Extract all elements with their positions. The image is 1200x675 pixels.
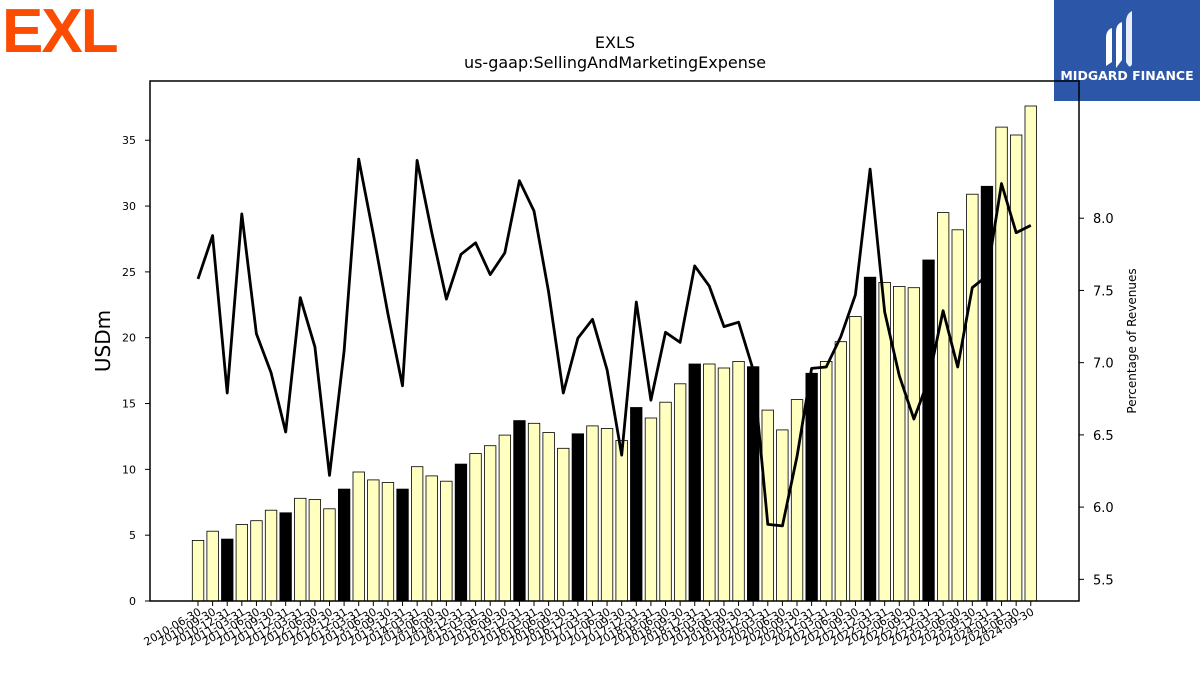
bar [440,480,453,602]
bar [308,499,322,602]
bar [922,259,935,602]
y-axis-label: USDm [91,310,115,372]
plot-area: 051015202530355.56.06.57.07.58.02010-06-… [122,105,1114,649]
bar [557,447,570,602]
bar [352,471,365,602]
bar [893,285,906,602]
bar [469,453,482,602]
midgard-logo-text: MIDGARD FINANCE [1060,68,1193,83]
plot-frame [149,80,1080,602]
bar [937,212,950,602]
bar [527,422,541,602]
bar [674,383,687,602]
bar [542,432,555,602]
y-tick-label: 35 [122,134,136,147]
chart-title: EXLS [595,33,635,52]
y2-tick-label: 6.0 [1093,501,1114,516]
bar [294,497,307,602]
bar [206,530,219,602]
bar [776,429,789,602]
y2-tick-label: 6.5 [1093,429,1114,444]
y2-tick-label: 7.0 [1093,357,1114,372]
bar [849,316,862,602]
bar [323,508,336,602]
bar [1024,105,1037,602]
bar [951,229,964,602]
y-tick-label: 15 [122,398,136,411]
y-tick-label: 25 [122,266,136,279]
y2-tick-label: 7.5 [1093,284,1114,299]
bar [191,540,205,602]
bar [703,363,716,602]
series-line [196,157,1032,528]
bar [688,363,701,602]
bar [571,433,584,602]
bar [1010,134,1023,602]
exl-logo: EXL [2,0,119,60]
bar [615,439,628,602]
midgard-mark-icon [1106,11,1132,68]
bar [454,463,468,602]
y2-tick-label: 5.5 [1093,573,1114,588]
bar [586,425,599,602]
bar [381,482,395,602]
bar [863,276,877,602]
y-tick-label: 10 [122,463,136,476]
bar [717,367,731,602]
y-tick-label: 20 [122,332,136,345]
bar [425,475,438,602]
bar [250,520,263,602]
bar [410,466,424,602]
exl-logo-text: EXL [2,0,117,60]
bar [221,538,234,602]
y2-axis-label: Percentage of Revenues [1125,268,1139,413]
bar [367,479,380,602]
bar [600,428,614,602]
bar [483,445,497,602]
bar [907,287,920,602]
bar [630,407,643,602]
bar [834,341,847,602]
y2-tick-label: 8.0 [1093,212,1114,227]
bar [820,360,833,602]
bar [235,524,249,602]
bar [761,409,774,602]
bar [337,488,351,602]
bar [279,512,292,602]
bar [805,372,818,602]
bar [513,420,526,602]
bar [396,488,409,602]
y-tick-label: 30 [122,200,136,213]
y-tick-label: 5 [129,529,136,542]
bar [732,360,745,602]
y-tick-label: 0 [129,595,136,608]
bar [659,401,672,602]
bar [644,417,658,602]
bar [264,509,278,602]
bar [498,434,512,602]
chart-subtitle: us-gaap:SellingAndMarketingExpense [464,53,766,72]
bar [966,193,979,602]
